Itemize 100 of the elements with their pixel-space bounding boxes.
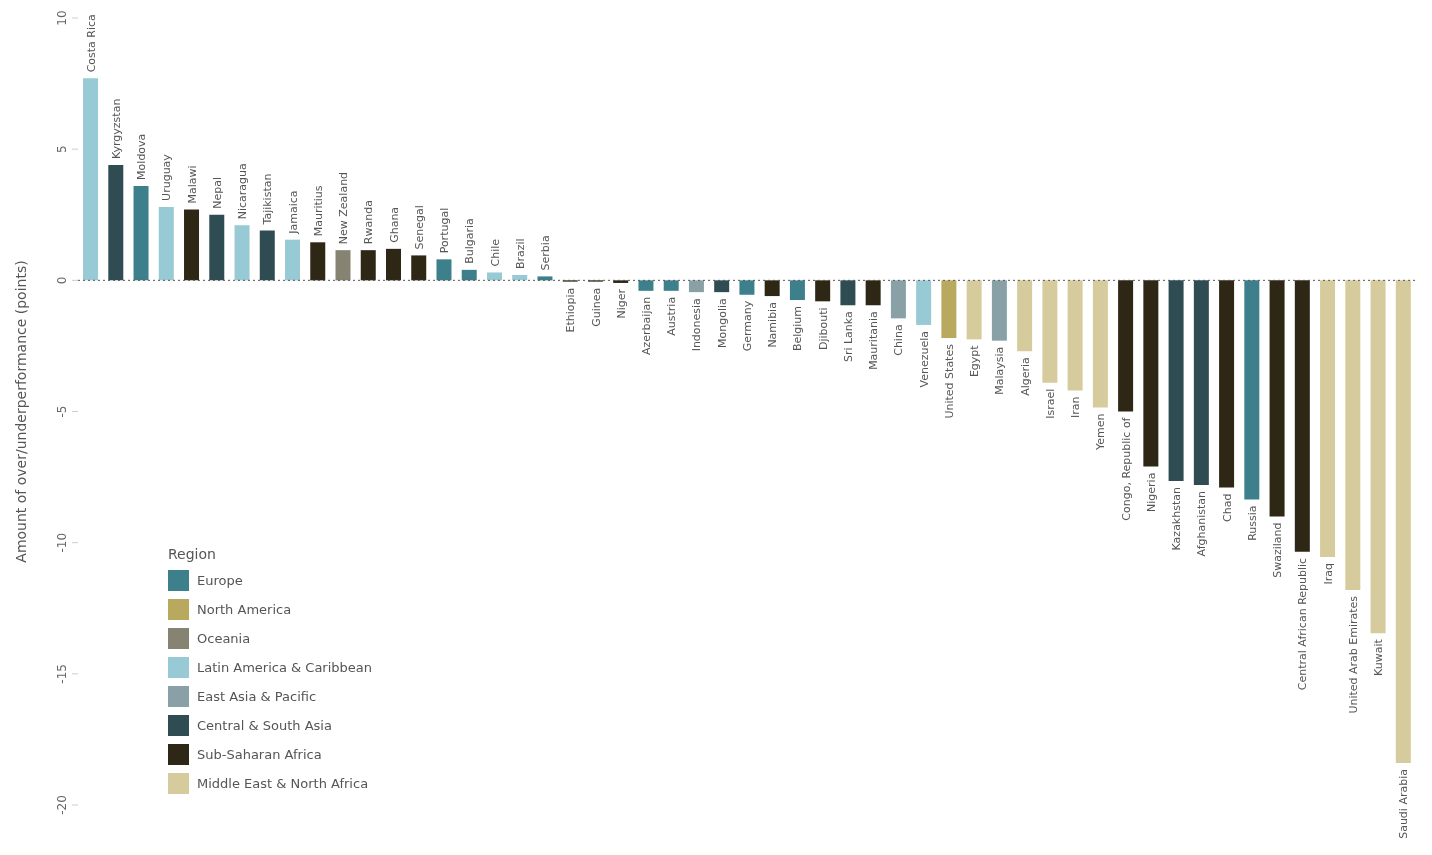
bar (411, 255, 427, 281)
x-tick-label: Mauritania (867, 311, 881, 370)
bar (1017, 280, 1033, 352)
bar (840, 280, 856, 306)
bar (991, 280, 1007, 341)
bar (789, 280, 805, 301)
x-tick-label: Uruguay (160, 153, 174, 201)
x-tick-label: Algeria (1018, 357, 1032, 396)
x-tick-label: Iran (1069, 396, 1083, 418)
x-tick-label: Nepal (210, 176, 224, 209)
bar (512, 275, 528, 281)
x-tick-label: Sri Lanka (841, 311, 855, 363)
bar (966, 280, 982, 340)
bar (1345, 280, 1361, 590)
x-tick-label: Moldova (135, 133, 149, 180)
bar (663, 280, 679, 291)
x-tick-label: China (892, 324, 906, 356)
x-tick-label: Kazakhstan (1170, 486, 1184, 551)
bar (158, 206, 174, 281)
x-tick-label: New Zealand (337, 171, 351, 245)
bar (234, 225, 250, 281)
y-tick-label: -10 (55, 532, 69, 553)
bar (285, 239, 301, 281)
bar (1118, 280, 1134, 412)
x-tick-label: Central African Republic (1296, 557, 1310, 691)
legend-label: Central & South Asia (197, 718, 332, 733)
bar (688, 280, 704, 293)
bar (1193, 280, 1209, 485)
bar (638, 280, 654, 291)
bar (1395, 280, 1411, 764)
x-tick-label: Russia (1245, 505, 1259, 541)
bar (1168, 280, 1184, 482)
legend-label: Latin America & Caribbean (197, 660, 373, 675)
x-tick-label: Malaysia (993, 346, 1007, 395)
x-tick-label: Afghanistan (1195, 490, 1209, 557)
x-tick-label: Mongolia (715, 298, 729, 348)
bar (1370, 280, 1386, 634)
bar (83, 78, 99, 281)
x-tick-label: Djibouti (816, 307, 830, 350)
bar (941, 280, 957, 339)
x-tick-label: Swaziland (1271, 522, 1285, 578)
bar (890, 280, 906, 319)
x-tick-label: Kyrgyzstan (109, 98, 123, 159)
legend-label: East Asia & Pacific (197, 689, 317, 704)
bar (1067, 280, 1083, 391)
x-tick-label: Namibia (766, 302, 780, 348)
x-tick-label: Kuwait (1372, 638, 1386, 676)
x-tick-label: Chad (1220, 493, 1234, 522)
bar (1092, 280, 1108, 408)
x-tick-label: Congo, Republic of (1119, 416, 1133, 521)
x-tick-label: Niger (614, 288, 628, 319)
x-tick-label: United States (942, 343, 956, 419)
legend-label: Middle East & North Africa (197, 776, 369, 791)
legend-label: Sub-Saharan Africa (197, 747, 322, 762)
y-tick-label: 10 (55, 10, 69, 26)
legend-title: Region (168, 546, 217, 562)
x-tick-label: Germany (741, 300, 754, 352)
bar (1294, 280, 1310, 552)
bar (486, 272, 502, 281)
x-tick-label: Venezuela (917, 330, 931, 388)
x-tick-label: Bulgaria (463, 218, 477, 264)
bar (259, 230, 275, 281)
legend-label: Oceania (197, 631, 251, 646)
x-tick-label: United Arab Emirates (1346, 595, 1360, 714)
bar (865, 280, 881, 306)
x-tick-label: Brazil (513, 238, 527, 270)
x-tick-label: Azerbaijan (640, 296, 654, 355)
bar (714, 280, 730, 293)
bar (310, 242, 326, 281)
bar (739, 280, 755, 295)
x-tick-label: Tajikistan (261, 173, 275, 226)
x-tick-label: Portugal (438, 207, 452, 254)
x-tick-label: Rwanda (362, 200, 376, 245)
bar (436, 259, 452, 281)
bar (764, 280, 780, 297)
x-tick-label: Iraq (1321, 563, 1335, 585)
x-tick-label: Nicaragua (236, 163, 250, 220)
bar (360, 250, 376, 281)
x-tick-label: Saudi Arabia (1397, 769, 1411, 839)
bar (1143, 280, 1159, 467)
x-tick-label: Chile (488, 238, 502, 267)
x-tick-label: Ethiopia (564, 287, 578, 333)
x-tick-label: Costa Rica (84, 14, 98, 73)
bar (1219, 280, 1235, 488)
bar (335, 250, 351, 281)
x-tick-label: Egypt (968, 344, 982, 378)
x-tick-label: Malawi (185, 165, 199, 204)
legend-label: Europe (197, 573, 243, 588)
bar (385, 248, 401, 281)
x-tick-label: Nigeria (1144, 472, 1158, 512)
bar (537, 276, 553, 281)
bar (1042, 280, 1058, 383)
bar (108, 164, 124, 281)
bar (461, 269, 477, 281)
x-tick-label: Austria (665, 296, 679, 336)
x-tick-label: Ghana (387, 206, 401, 243)
y-tick-label: -5 (55, 405, 69, 418)
bar (1269, 280, 1285, 517)
x-tick-label: Belgium (791, 306, 805, 352)
bar (209, 214, 225, 281)
